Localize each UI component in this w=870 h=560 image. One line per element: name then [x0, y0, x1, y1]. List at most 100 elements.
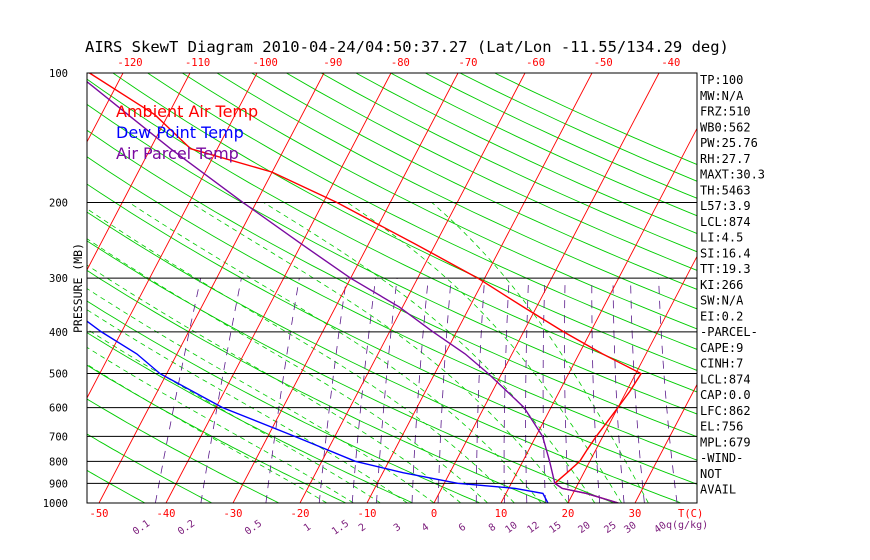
profiles [87, 73, 643, 503]
mixing-ratio-line [318, 278, 347, 503]
moist-adiabat-line [87, 264, 462, 503]
stability-index-line: LFC:862 [700, 404, 751, 418]
stability-index-line: CAPE:9 [700, 341, 743, 355]
stability-index-line: NOT [700, 467, 722, 481]
stability-index-line: FRZ:510 [700, 105, 751, 119]
dry-adiabat-line [87, 433, 213, 503]
mixing-ratio-line [351, 278, 377, 503]
bottom-temp-tick-label: 30 [629, 508, 642, 520]
dry-adiabat-line [87, 398, 280, 503]
mixing-ratio-tick-label: 12 [525, 520, 541, 536]
mixing-ratio-line [591, 278, 600, 503]
stability-index-line: EI:0.2 [700, 309, 743, 323]
stability-index-line: RH:27.7 [700, 152, 751, 166]
stability-index-line: SW:N/A [700, 294, 744, 308]
mixing-ratio-tick-label: 0.5 [243, 518, 264, 537]
dry-adiabat-line [87, 129, 697, 438]
dry-adiabat-line [87, 103, 697, 415]
dry-adiabat-line [182, 73, 697, 330]
stability-index-line: WB0:562 [700, 120, 751, 134]
stability-index-line: LI:4.5 [700, 231, 743, 245]
dry-adiabat-line [112, 73, 697, 371]
dry-adiabat-line [286, 73, 697, 271]
mixing-ratio-unit-label: q(g/kg) [666, 520, 708, 531]
dry-adiabat-line [87, 211, 683, 503]
legend-air-parcel: Air Parcel Temp [116, 144, 239, 163]
top-temp-tick-label: -60 [526, 57, 545, 69]
isotherm-line [98, 73, 325, 503]
isotherm-line [634, 383, 697, 503]
mixing-ratio-tick-label: 10 [503, 520, 519, 536]
stability-index-line: LCL:874 [700, 215, 751, 229]
dry-adiabat-line [425, 73, 697, 199]
chart-title: AIRS SkewT Diagram 2010-04-24/04:50:37.2… [85, 38, 729, 56]
dry-adiabat-line [320, 73, 697, 253]
bottom-temp-tick-label: -40 [157, 508, 176, 520]
stability-index-line: -PARCEL- [700, 325, 758, 339]
pressure-tick-label: 1000 [43, 498, 68, 510]
stability-index-line: SI:16.4 [700, 246, 751, 260]
mixing-ratio-line [542, 278, 546, 503]
dry-adiabat-line [147, 73, 697, 350]
isotherm-line [0, 73, 56, 503]
mixing-ratio-tick-label: 3 [392, 522, 403, 534]
mixing-ratio-tick-label: 2 [357, 522, 368, 534]
mixing-ratio-line [411, 278, 429, 503]
mixing-ratio-line [475, 278, 485, 503]
mixing-ratio-tick-label: 25 [602, 520, 618, 536]
isotherm-line [87, 73, 191, 271]
stability-index-line: EL:756 [700, 420, 743, 434]
mixing-ratio-line [200, 278, 242, 503]
mixing-ratio-tick-label: 15 [547, 520, 563, 536]
stability-index-line: PW:25.76 [700, 136, 758, 150]
dry-adiabat-line [87, 269, 549, 503]
dry-adiabat-line [87, 332, 414, 503]
isotherm-line [232, 73, 459, 503]
top-temp-tick-label: -110 [185, 57, 210, 69]
top-temp-tick-label: -70 [459, 57, 478, 69]
bottom-temp-tick-label: -20 [291, 508, 310, 520]
mixing-ratio-tick-label: 0.2 [176, 518, 197, 537]
pressure-tick-label: 800 [49, 456, 68, 468]
mixing-ratio-tick-label: 30 [622, 520, 638, 536]
mixing-ratio-line [563, 278, 570, 503]
mixing-ratio-line [155, 278, 202, 503]
y-axis-label: PRESSURE (MB) [71, 243, 85, 333]
pressure-tick-label: 700 [49, 431, 68, 443]
isotherm-line [299, 73, 526, 503]
pressure-tick-label: 200 [49, 197, 68, 209]
mixing-ratio-tick-label: 0.1 [131, 518, 152, 537]
bottom-temp-tick-label: 0 [431, 508, 437, 520]
mixing-ratio-line [376, 278, 398, 503]
moist-adiabat-line [347, 202, 622, 503]
top-temp-tick-label: -50 [594, 57, 613, 69]
stability-index-line: TH:5463 [700, 183, 751, 197]
dry-adiabat-line [87, 469, 146, 503]
legend-dew-point: Dew Point Temp [116, 123, 244, 142]
legend-ambient-temp: Ambient Air Temp [116, 102, 258, 121]
stability-index-line: AVAIL [700, 483, 736, 497]
top-temp-tick-label: -120 [117, 57, 142, 69]
bottom-temp-tick-label: 20 [562, 508, 575, 520]
top-temp-tick-label: -80 [391, 57, 410, 69]
stability-index-line: MW:N/A [700, 89, 744, 103]
axis-labels: AIRS SkewT Diagram 2010-04-24/04:50:37.2… [43, 38, 729, 538]
background-grid [0, 73, 697, 503]
bottom-temp-tick-label: 10 [495, 508, 508, 520]
pressure-tick-label: 300 [49, 273, 68, 285]
dry-adiabat-line [87, 156, 697, 461]
isotherm-line [433, 73, 660, 503]
isotherm-line [87, 73, 258, 399]
stability-index-line: MPL:679 [700, 435, 751, 449]
moist-adiabat-line [87, 238, 488, 503]
stability-index-line: CINH:7 [700, 357, 743, 371]
mixing-ratio-line [525, 278, 529, 503]
mixing-ratio-tick-label: 20 [576, 520, 592, 536]
mixing-ratio-line [658, 278, 678, 503]
temperature-profile-line [89, 73, 643, 503]
mixing-ratio-tick-label: 8 [487, 522, 498, 534]
pressure-tick-label: 900 [49, 478, 68, 490]
dry-adiabat-line [87, 300, 482, 503]
dry-adiabat-line [251, 73, 697, 290]
